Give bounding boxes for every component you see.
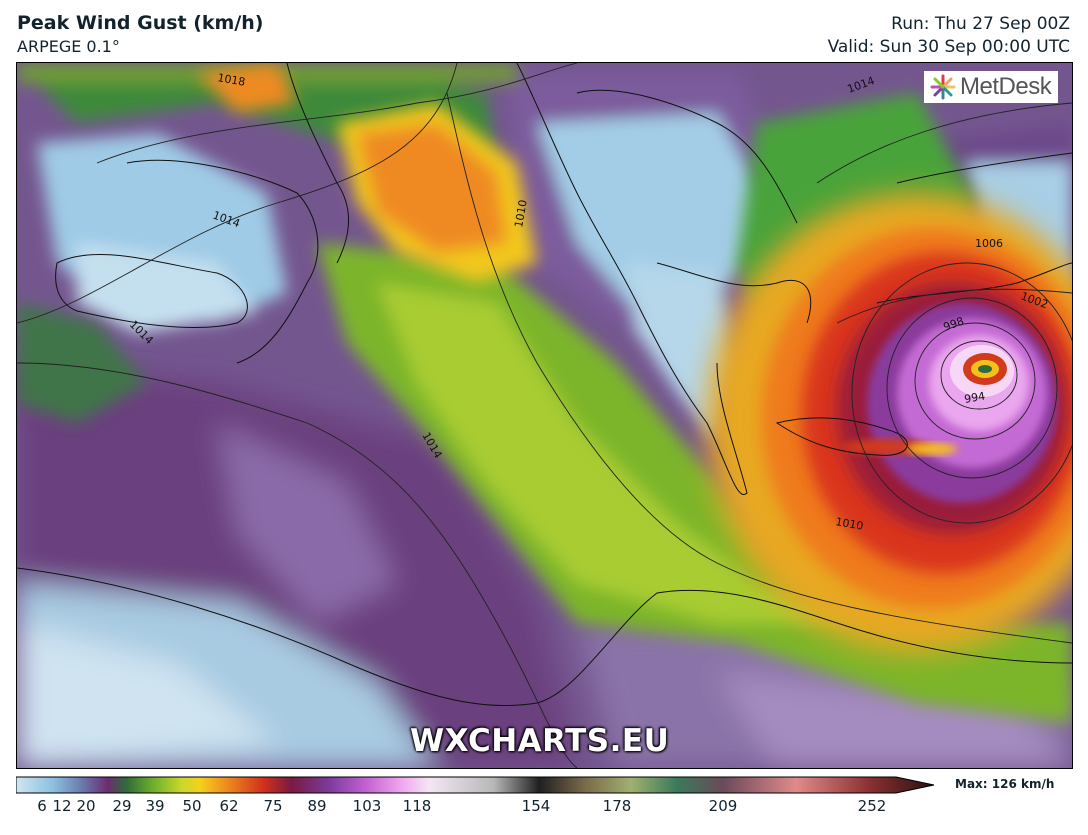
isobars [17, 63, 1072, 768]
colorbar-tick: 29 [112, 797, 132, 815]
colorbar-tick: 118 [402, 797, 432, 815]
metdesk-logo-text: MetDesk [960, 73, 1052, 100]
colorbar-tick: 154 [521, 797, 551, 815]
model-label: ARPEGE 0.1° [17, 37, 120, 56]
colorbar-tick: 89 [307, 797, 327, 815]
isobar-label: 994 [963, 390, 986, 406]
wxcharts-watermark: WXCHARTS.EU [410, 723, 670, 759]
metdesk-logo-icon [930, 74, 956, 100]
colorbar-tick: 6 [37, 797, 47, 815]
strong-wind-north [197, 63, 537, 283]
isobar-label: 1010 [834, 515, 864, 533]
colorbar-tick: 62 [219, 797, 239, 815]
colorbar [16, 776, 935, 794]
medicane-cyclone [707, 193, 1072, 653]
colorbar-tick: 50 [182, 797, 202, 815]
colorbar-tick: 209 [708, 797, 738, 815]
map-canvas: 1018 1014 1014 1010 1014 1014 1006 1002 … [17, 63, 1072, 768]
colorbar-gradient [16, 776, 935, 794]
coastlines [17, 63, 1072, 707]
colorbar-tick: 12 [52, 797, 72, 815]
isobar-label: 1010 [512, 199, 530, 229]
isobar-label: 1006 [975, 237, 1003, 250]
wind-gust-map[interactable]: 1018 1014 1014 1010 1014 1014 1006 1002 … [16, 62, 1073, 769]
colorbar-tick: 252 [857, 797, 887, 815]
colorbar-tick: 20 [76, 797, 96, 815]
isobar-label: 1018 [216, 71, 246, 89]
chart-title: Peak Wind Gust (km/h) [17, 12, 264, 34]
colorbar-tick: 103 [352, 797, 382, 815]
colorbar-tick: 39 [145, 797, 165, 815]
colorbar-tick: 75 [263, 797, 283, 815]
run-label: Run: Thu 27 Sep 00Z [891, 14, 1070, 34]
colorbar-tick: 178 [602, 797, 632, 815]
max-gust-label: Max: 126 km/h [955, 777, 1055, 791]
colorbar-ticks: 6 12 20 29 39 50 62 75 89 103 118 154 17… [0, 797, 1088, 819]
metdesk-logo: MetDesk [924, 71, 1058, 103]
valid-label: Valid: Sun 30 Sep 00:00 UTC [827, 37, 1070, 57]
